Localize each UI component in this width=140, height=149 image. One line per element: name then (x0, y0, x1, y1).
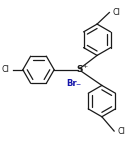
Text: Br: Br (66, 79, 76, 88)
Text: +: + (82, 64, 87, 69)
Text: −: − (75, 82, 80, 87)
Text: Cl: Cl (113, 8, 121, 17)
Text: Cl: Cl (1, 65, 9, 74)
Text: S: S (76, 65, 83, 74)
Text: Cl: Cl (117, 127, 125, 136)
